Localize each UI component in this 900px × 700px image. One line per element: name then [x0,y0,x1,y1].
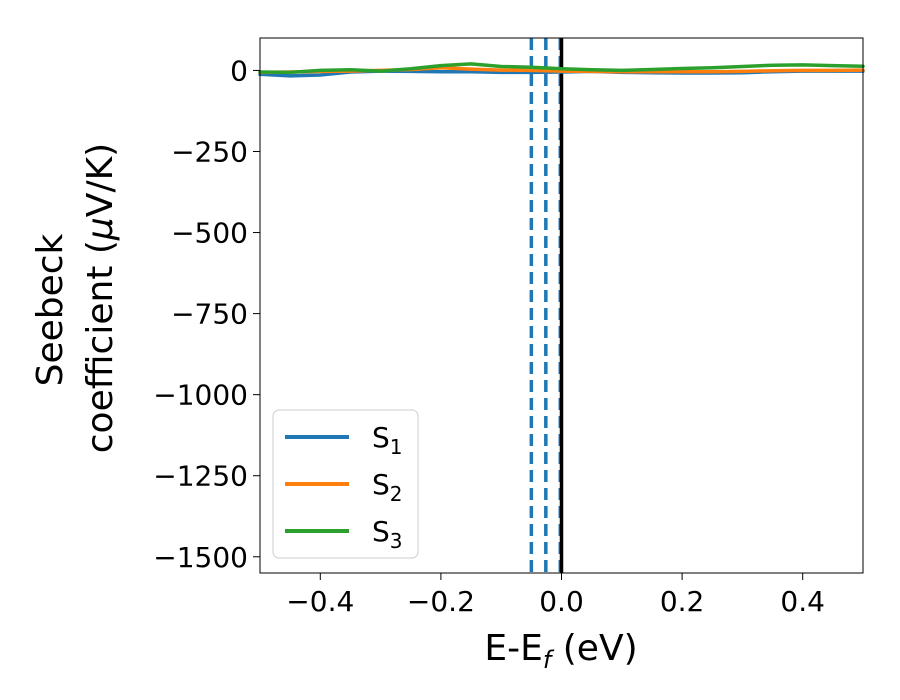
x-tick-label: 0.4 [780,585,825,618]
y-axis-label-line1: Seebeck [30,233,71,386]
legend-label-S1: S1 [372,421,403,459]
y-tick-label: −250 [171,135,248,168]
x-tick-label: 0.0 [539,585,584,618]
y-tick-label: −1250 [153,460,248,493]
series-layer [258,62,865,78]
legend-entries: S1 S2 S3 [285,421,403,553]
y-axis-ticks: 0 −250 −500 −750 −1000 −1250 −1500 [153,54,260,574]
legend: S1 S2 S3 [272,409,419,559]
y-tick-label: −750 [171,298,248,331]
y-tick-label: 0 [230,54,248,87]
y-axis-label-line2: coefficient (μV/K) [80,143,121,453]
x-axis-label: E-Ef (eV) [484,628,637,674]
x-tick-label: 0.2 [660,585,705,618]
series-line-S3 [258,62,865,75]
y-tick-label: −500 [171,217,248,250]
vertical-lines-layer [529,38,564,573]
x-axis-ticks: −0.4 −0.2 0.0 0.2 0.4 [286,573,825,618]
legend-label-S2: S2 [372,468,403,506]
y-tick-label: −1000 [153,379,248,412]
x-tick-label: −0.4 [286,585,354,618]
x-tick-label: −0.2 [407,585,475,618]
y-tick-label: −1500 [153,541,248,574]
legend-label-S3: S3 [372,515,403,553]
